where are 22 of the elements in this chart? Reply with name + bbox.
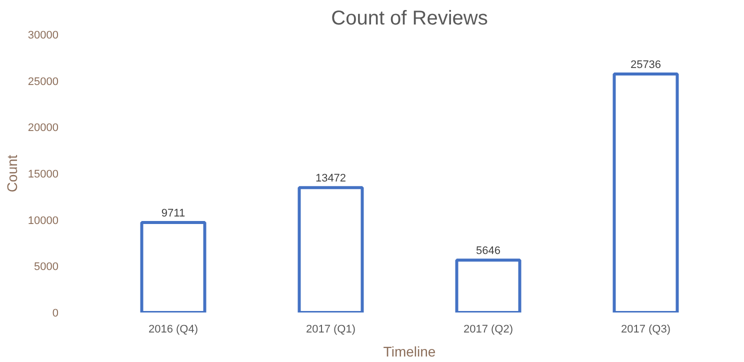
y-tick-label: 25000 [28,76,59,88]
y-tick-label: 15000 [28,168,59,180]
y-tick-label: 0 [52,308,59,320]
y-tick-label: 20000 [28,122,59,134]
y-tick-label: 10000 [28,214,59,227]
x-tick-label: 2017 (Q3) [620,324,671,336]
bar [298,186,364,312]
x-tick-label: 2017 (Q1) [306,324,356,336]
y-tick-label: 30000 [28,30,59,42]
data-label: 5646 [476,245,500,258]
bar [140,221,206,312]
data-label: 9711 [161,208,186,220]
x-tick-label: 2017 (Q2) [463,324,514,336]
chart-title: Count of Reviews [331,8,488,30]
y-tick-label: 5000 [34,261,59,274]
bar [612,72,679,312]
data-label: 13472 [315,172,346,185]
x-axis-title: Timeline [383,344,436,360]
bar [455,258,522,312]
data-label: 25736 [630,59,662,72]
y-axis-title: Count [4,154,20,192]
x-tick-label: 2016 (Q4) [148,324,198,336]
